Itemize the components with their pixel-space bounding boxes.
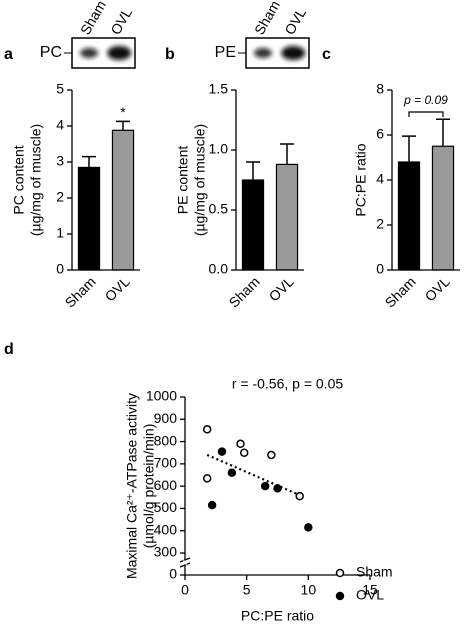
legend-marker — [335, 568, 345, 578]
error-bar — [436, 118, 450, 147]
x-tick-label: OVL — [266, 273, 297, 304]
y-tick-label: 1.0 — [209, 141, 229, 157]
point — [207, 500, 217, 510]
blot-lane-label: OVL — [107, 5, 135, 37]
y-tick-label: 900 — [154, 410, 178, 426]
y-axis-label: PC content — [11, 145, 27, 214]
bar — [241, 179, 265, 271]
y-tick-label: 4 — [376, 171, 384, 187]
x-tick-label: OVL — [102, 273, 133, 304]
bracket — [408, 111, 444, 117]
point — [236, 439, 245, 449]
x-tick-label: Sham — [226, 273, 263, 310]
y-tick-label: 400 — [154, 521, 178, 537]
y-axis-label: (µg/mg of muscle) — [28, 124, 44, 236]
x-tick-label: 0 — [181, 582, 189, 598]
point — [304, 523, 313, 532]
legend-marker — [335, 591, 345, 601]
y-tick-label: 500 — [154, 499, 178, 515]
error-bar — [280, 143, 294, 165]
x-tick-label: Sham — [62, 273, 99, 310]
y-tick-label: 2 — [376, 216, 384, 232]
y-tick-label: 2 — [56, 189, 64, 205]
point — [202, 425, 212, 434]
annotation: p = 0.09 — [403, 93, 448, 107]
bar — [275, 163, 299, 271]
y-tick-label: 0.5 — [209, 201, 229, 217]
y-axis-label: Maximal Ca²⁺-ATPase activity — [124, 393, 140, 579]
y-tick-label: 8 — [376, 81, 384, 97]
error-bar — [402, 135, 416, 162]
y-axis-label: (µg/mg of muscle) — [192, 124, 208, 236]
error-bar — [246, 161, 260, 180]
y-tick-label: 0 — [376, 261, 384, 277]
blot-band — [281, 46, 306, 60]
blot-band — [254, 48, 273, 58]
blot-band — [107, 46, 132, 60]
annotation: r = -0.56, p = 0.05 — [232, 376, 344, 392]
error-bar — [116, 120, 130, 131]
legend-label: OVL — [356, 587, 384, 603]
bar — [111, 129, 135, 271]
point — [227, 468, 237, 478]
blot-lane-label: Sham — [77, 0, 109, 37]
blot-lane-label: Sham — [251, 0, 283, 37]
panel-letter: b — [165, 46, 175, 63]
point — [273, 484, 282, 493]
x-tick-label: OVL — [422, 273, 453, 304]
y-tick-label: 300 — [154, 544, 178, 560]
point — [267, 450, 276, 460]
y-tick-label: 6 — [376, 126, 384, 142]
point — [260, 481, 270, 491]
x-tick-label: Sham — [382, 273, 419, 310]
panel-letter: d — [4, 341, 14, 358]
error-bar — [82, 155, 96, 168]
panel-letter: a — [4, 46, 13, 63]
y-tick-label: 4 — [56, 117, 64, 133]
x-tick-label: 5 — [243, 582, 251, 598]
y-tick-label: 700 — [154, 455, 178, 471]
x-axis-label: PC:PE ratio — [241, 608, 314, 624]
panel-letter: c — [322, 46, 331, 63]
y-tick-label: 800 — [154, 432, 178, 448]
point — [295, 491, 304, 501]
y-tick-label: 0 — [169, 566, 177, 582]
x-tick-label: 15 — [362, 582, 378, 598]
y-tick-label: 0 — [56, 261, 64, 277]
y-axis-label: PC:PE ratio — [353, 143, 369, 216]
point — [217, 447, 227, 456]
blot-label: PC — [40, 44, 62, 61]
y-tick-label: 600 — [154, 477, 178, 493]
legend-label: Sham — [356, 564, 393, 580]
bar — [431, 145, 455, 271]
y-tick-label: 1.5 — [209, 81, 229, 97]
trend-line — [206, 453, 303, 498]
y-tick-label: 1000 — [146, 388, 177, 404]
blot-band — [80, 48, 99, 58]
x-tick-label: 10 — [301, 582, 317, 598]
y-axis-label: PE content — [175, 146, 191, 215]
blot-label: PE — [215, 44, 236, 61]
y-tick-label: 5 — [56, 81, 64, 97]
point — [239, 448, 249, 457]
blot-lane-label: OVL — [281, 5, 309, 37]
axis-break-gap — [183, 560, 187, 565]
axis-break — [179, 557, 191, 568]
y-tick-label: 3 — [56, 153, 64, 169]
point — [202, 474, 212, 483]
bar — [397, 161, 421, 271]
y-tick-label: 1 — [56, 225, 64, 241]
y-tick-label: 0.0 — [209, 261, 229, 277]
annotation: * — [120, 104, 126, 120]
bar — [77, 166, 101, 271]
y-axis-label: (µmol/g protein/min) — [141, 424, 157, 549]
